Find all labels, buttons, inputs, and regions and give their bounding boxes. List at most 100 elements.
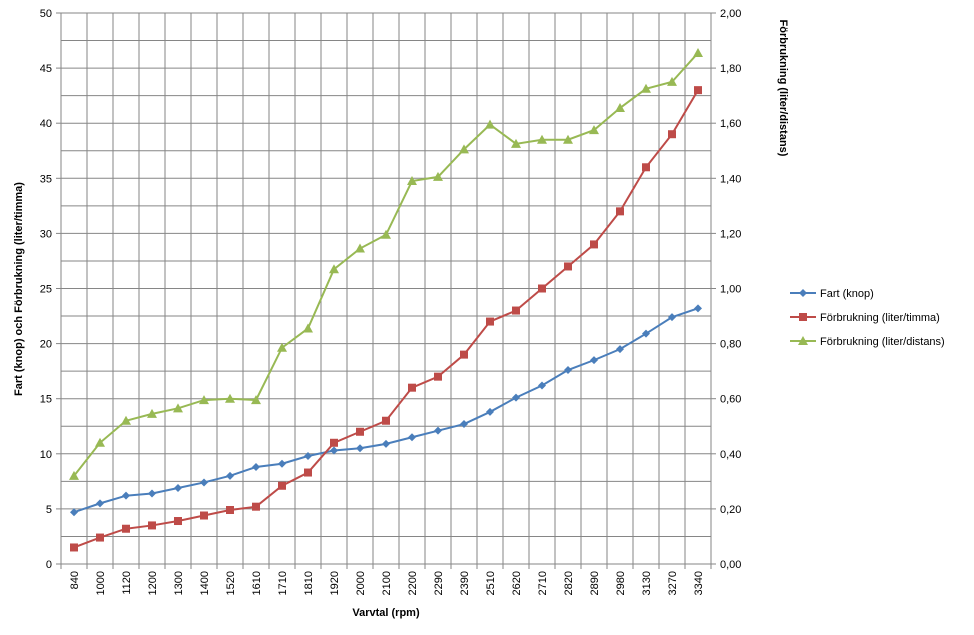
- data-point: [225, 393, 235, 403]
- x-tick-label: 1400: [199, 571, 211, 595]
- data-point: [512, 306, 520, 315]
- data-point: [408, 433, 416, 442]
- data-point: [590, 240, 598, 249]
- legend-item: Förbrukning (liter/timma): [790, 312, 940, 324]
- data-point: [96, 499, 104, 508]
- data-point: [511, 138, 521, 148]
- data-point: [799, 313, 807, 321]
- y2-tick-label: 1,80: [720, 63, 741, 75]
- data-point: [200, 478, 208, 487]
- y-tick-label: 25: [40, 284, 52, 296]
- y2-tick-label: 1,20: [720, 228, 741, 240]
- x-tick-label: 3270: [667, 571, 679, 595]
- data-point: [96, 533, 104, 542]
- y2-axis-ticks: 0,00 0,20 0,40 0,60 0,80 1,00 1,20 1,40 1,60 1,80…: [711, 8, 741, 571]
- legend-item: Förbrukning (liter/distans): [790, 336, 945, 348]
- data-point: [460, 420, 468, 429]
- data-point: [251, 395, 261, 405]
- x-tick-label: 1810: [303, 571, 315, 595]
- y2-tick-label: 2,00: [720, 8, 741, 20]
- data-point: [460, 350, 468, 359]
- data-point: [433, 171, 443, 181]
- data-point: [485, 119, 495, 129]
- x-tick-label: 1300: [173, 571, 185, 595]
- data-point: [642, 163, 650, 172]
- data-point: [667, 76, 677, 86]
- data-point: [148, 521, 156, 530]
- data-point: [148, 489, 156, 498]
- x-axis-ticks: 840 1000 1120 1200 1300 1400 1520 1610 1710 1810 1…: [60, 564, 712, 595]
- data-point: [304, 468, 312, 477]
- x-tick-label: 1120: [121, 571, 133, 595]
- y-tick-label: 10: [40, 449, 52, 461]
- legend: Fart (knop) Förbrukning (liter/timma) Förb…: [790, 288, 945, 348]
- y-axis-ticks: 0 5 10 15 20 25 30 35 40 45 50: [40, 8, 61, 571]
- y-tick-label: 15: [40, 394, 52, 406]
- data-point: [434, 426, 442, 435]
- data-point: [642, 329, 650, 338]
- data-point: [330, 438, 338, 447]
- data-point: [173, 403, 183, 413]
- x-tick-label: 1710: [277, 571, 289, 595]
- data-point: [564, 366, 572, 375]
- y-tick-label: 45: [40, 63, 52, 75]
- data-point: [278, 459, 286, 468]
- x-tick-label: 2100: [381, 571, 393, 595]
- x-tick-label: 2820: [563, 571, 575, 595]
- x-tick-label: 1000: [95, 571, 107, 595]
- data-point: [277, 342, 287, 352]
- data-point: [616, 345, 624, 354]
- data-point: [174, 517, 182, 526]
- data-point: [382, 416, 390, 425]
- data-point: [382, 439, 390, 448]
- y-tick-label: 20: [40, 339, 52, 351]
- data-point: [590, 356, 598, 365]
- y-tick-label: 0: [46, 559, 52, 571]
- data-point: [538, 284, 546, 293]
- data-point: [668, 313, 676, 322]
- x-tick-label: 1920: [329, 571, 341, 595]
- data-point: [70, 543, 78, 552]
- data-point: [693, 47, 703, 57]
- series-group: [69, 47, 703, 552]
- y2-tick-label: 1,40: [720, 173, 741, 185]
- x-tick-label: 2710: [537, 571, 549, 595]
- x-tick-label: 2200: [407, 571, 419, 595]
- data-point: [799, 289, 807, 297]
- data-point: [147, 408, 157, 418]
- legend-label: Förbrukning (liter/timma): [820, 312, 940, 324]
- y2-tick-label: 0,00: [720, 559, 741, 571]
- y-tick-label: 35: [40, 173, 52, 185]
- data-point: [459, 144, 469, 154]
- data-point: [278, 481, 286, 490]
- y-axis-title: Fart (knop) och Förbrukning (liter/timma…: [13, 182, 25, 396]
- x-tick-label: 1520: [225, 571, 237, 595]
- y2-tick-label: 0,20: [720, 504, 741, 516]
- data-point: [486, 407, 494, 416]
- data-point: [564, 262, 572, 271]
- y-tick-label: 50: [40, 8, 52, 20]
- x-tick-label: 2390: [459, 571, 471, 595]
- data-point: [694, 86, 702, 95]
- legend-label: Fart (knop): [820, 288, 874, 300]
- data-point: [381, 229, 391, 239]
- data-point: [199, 395, 209, 405]
- data-point: [303, 323, 313, 333]
- data-point: [616, 207, 624, 216]
- data-point: [329, 264, 339, 274]
- legend-label: Förbrukning (liter/distans): [820, 336, 945, 348]
- series-2: [70, 86, 702, 552]
- data-point: [70, 508, 78, 517]
- data-point: [537, 134, 547, 144]
- y2-axis-title: Förbrukning (liter/distans): [777, 20, 789, 157]
- x-tick-label: 840: [69, 571, 81, 589]
- y-tick-label: 30: [40, 228, 52, 240]
- x-tick-label: 2290: [433, 571, 445, 595]
- x-tick-label: 1200: [147, 571, 159, 595]
- y-tick-label: 40: [40, 118, 52, 130]
- data-point: [355, 243, 365, 253]
- data-point: [486, 317, 494, 326]
- data-point: [174, 483, 182, 492]
- y2-tick-label: 0,60: [720, 394, 741, 406]
